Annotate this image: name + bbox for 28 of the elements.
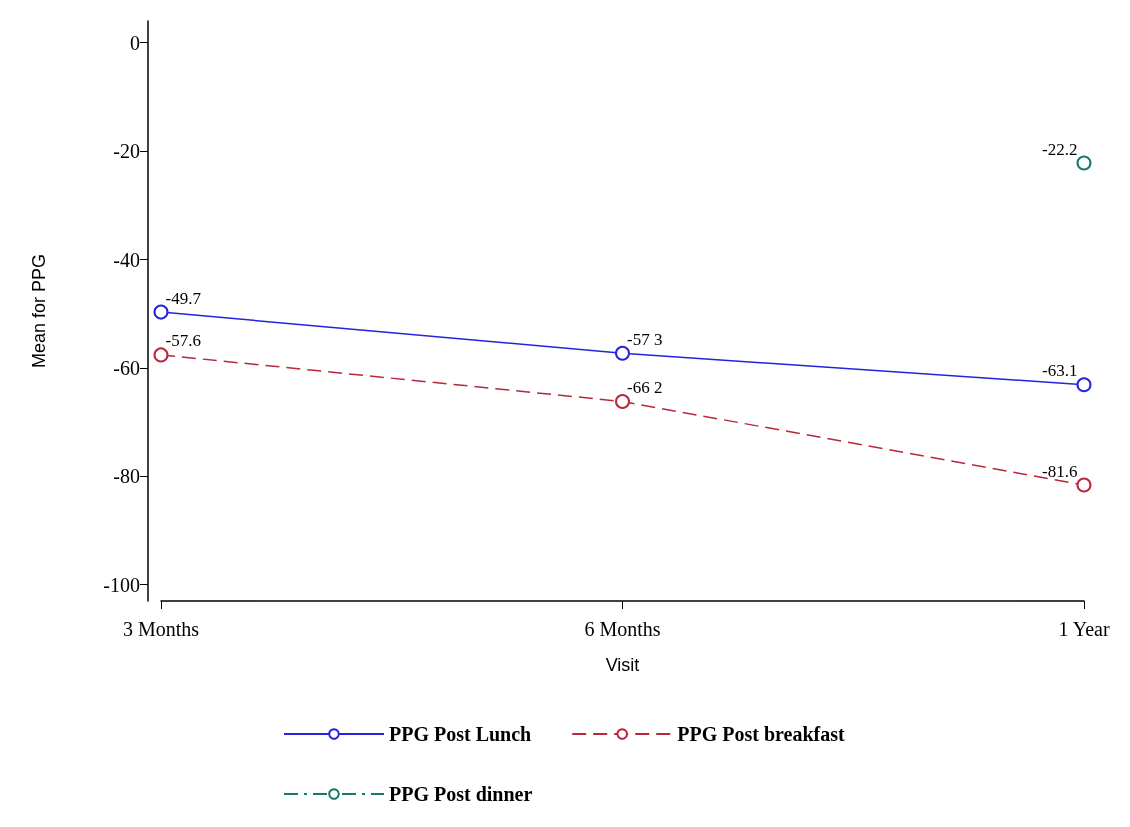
point [1076,477,1092,493]
point [615,394,630,410]
x-axis-title: Visit [605,655,640,675]
data-label: -22.2 [1042,139,1078,159]
point [153,304,169,320]
data-label: -57.6 [165,331,201,351]
y-tick-label: -80 [113,465,140,488]
y-tick-label: 0 [130,31,140,54]
point [1076,155,1092,171]
y-tick-label: -20 [113,140,140,163]
legend-label: PPG Post breakfast [677,723,845,745]
y-tick-label: -40 [113,248,140,271]
point [1076,377,1092,393]
y-tick-label: -100 [103,573,140,596]
data-label: -57 3 [627,329,663,349]
legend-label: PPG Post Lunch [389,723,532,745]
y-axis-title: Mean for PPG [29,253,49,369]
point [615,345,630,361]
x-tick-label: 1 Year [1058,618,1110,640]
y-tick-label: -60 [113,356,140,379]
x-tick-label: 6 Months [584,618,661,640]
legend-label: PPG Post dinner [389,783,533,805]
data-label: -63.1 [1042,361,1078,381]
point [153,347,169,363]
x-tick-label: 3 Months [122,618,200,640]
data-label: -81.6 [1042,461,1078,481]
data-label: -66 2 [627,378,663,398]
data-label: -49.7 [165,288,202,308]
